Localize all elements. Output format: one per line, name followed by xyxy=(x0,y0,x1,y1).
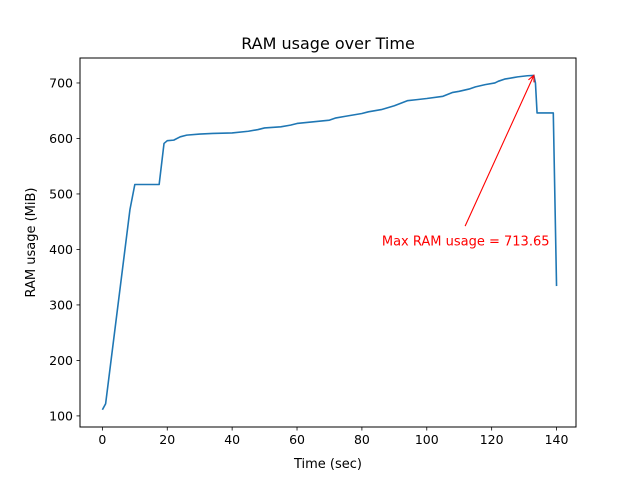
x-tick-label: 40 xyxy=(224,432,240,447)
x-axis-label: Time (sec) xyxy=(293,457,362,472)
y-tick-label: 400 xyxy=(49,242,73,257)
y-tick-label: 300 xyxy=(49,297,73,312)
x-tick-label: 120 xyxy=(480,432,504,447)
y-tick-label: 100 xyxy=(49,408,73,423)
y-tick-label: 600 xyxy=(49,131,73,146)
x-tick-label: 20 xyxy=(159,432,175,447)
annotation-label: Max RAM usage = 713.65 xyxy=(382,235,550,250)
x-tick-label: 80 xyxy=(354,432,370,447)
y-tick-label: 200 xyxy=(49,353,73,368)
axis-ticks: 0 20 40 60 80 100 120 140 100 200 300 400 500 600 700 xyxy=(49,75,568,447)
series-line-0 xyxy=(101,74,558,411)
annotation-arrowhead xyxy=(528,74,535,83)
annotation: Max RAM usage = 713.65 xyxy=(382,74,550,250)
y-tick-label: 700 xyxy=(49,75,73,90)
annotation-arrow xyxy=(464,75,535,227)
x-tick-label: 60 xyxy=(289,432,305,447)
plot-area xyxy=(101,74,558,411)
y-axis-label: RAM usage (MiB) xyxy=(24,188,39,298)
x-tick-label: 140 xyxy=(545,432,569,447)
y-tick-label: 500 xyxy=(49,186,73,201)
axes-frame xyxy=(79,57,577,428)
x-tick-label: 100 xyxy=(415,432,439,447)
chart-title: RAM usage over Time xyxy=(241,34,415,53)
x-tick-label: 0 xyxy=(98,432,106,447)
